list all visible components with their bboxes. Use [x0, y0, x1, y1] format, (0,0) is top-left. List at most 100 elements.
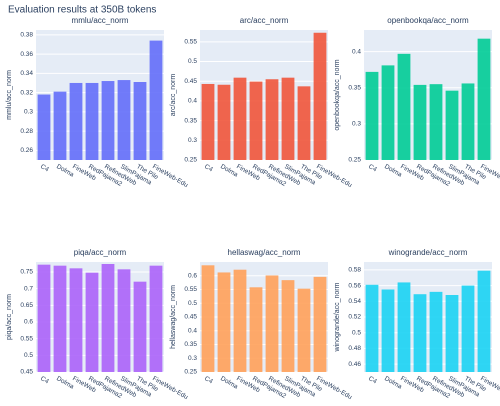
y-tick-label: 0.3 [24, 109, 33, 116]
bar [297, 86, 311, 160]
y-tick-label: 0.56 [348, 282, 361, 289]
bar [117, 269, 131, 372]
bar [477, 270, 491, 372]
page-title: Evaluation results at 350B tokens [8, 5, 156, 16]
bar [265, 275, 279, 372]
y-tick-label: 0.26 [20, 147, 33, 154]
y-tick-label: 0.38 [20, 32, 33, 39]
y-axis-title: mmlu/acc_norm [6, 70, 13, 120]
bar [429, 84, 443, 160]
bar [477, 38, 491, 160]
bar [461, 285, 475, 372]
bar [461, 83, 475, 160]
bar [413, 84, 427, 160]
bar [297, 288, 311, 372]
bar [397, 53, 411, 161]
bar [217, 84, 231, 160]
bar [233, 77, 247, 160]
y-tick-label: 0.3 [188, 137, 197, 144]
y-tick-label: 0.7 [24, 285, 33, 292]
bar [313, 276, 327, 372]
x-tick-label: C4 [367, 163, 378, 173]
subplot: piqa/acc_norm piqa/acc_norm 0.45 0.5 0.55 0.6… [6, 248, 189, 401]
bar [101, 264, 115, 372]
bar [281, 77, 295, 160]
subplot-title: winogrande/acc_norm [388, 248, 468, 257]
y-tick-label: 0.55 [184, 39, 197, 46]
bar [133, 82, 147, 160]
y-tick-label: 0.45 [184, 314, 197, 321]
y-tick-label: 0.4 [188, 98, 197, 105]
bar [233, 269, 247, 372]
x-tick-label: C4 [367, 375, 378, 385]
y-tick-label: 0.65 [20, 302, 33, 309]
y-tick-label: 0.28 [20, 128, 33, 135]
y-tick-label: 0.25 [184, 369, 197, 376]
y-tick-label: 0.55 [184, 286, 197, 293]
y-tick-label: 0.6 [24, 319, 33, 326]
y-tick-label: 0.6 [188, 272, 197, 279]
y-tick-label: 0.36 [20, 51, 33, 58]
y-tick-label: 0.5 [24, 352, 33, 359]
bar [445, 90, 459, 160]
bar [445, 295, 459, 372]
y-tick-label: 0.32 [20, 89, 33, 96]
y-tick-label: 0.4 [188, 327, 197, 334]
y-tick-label: 0.35 [184, 341, 197, 348]
subplot-title: mmlu/acc_norm [72, 16, 129, 25]
y-tick-label: 0.75 [20, 269, 33, 276]
y-tick-label: 0.25 [348, 157, 361, 164]
x-tick-label: C4 [39, 375, 50, 385]
x-tick-label: C4 [39, 163, 50, 173]
y-tick-label: 0.58 [348, 267, 361, 274]
bar [37, 264, 51, 372]
subplot: openbookqa/acc_norm openbookqa/acc_norm 0.… [334, 16, 500, 189]
subplot-title: openbookqa/acc_norm [387, 16, 469, 25]
y-tick-label: 0.55 [20, 335, 33, 342]
bar [217, 272, 231, 372]
y-axis-title: openbookqa/acc_norm [334, 59, 341, 130]
y-tick-label: 0.46 [348, 361, 361, 368]
bar [365, 71, 379, 160]
subplot: hellaswag/acc_norm hellaswag/acc_norm 0.25… [170, 248, 353, 401]
bar [37, 94, 51, 160]
bar [249, 287, 263, 372]
bar [53, 265, 67, 372]
subplot-title: piqa/acc_norm [74, 248, 127, 257]
bar [85, 82, 99, 160]
y-tick-label: 0.45 [20, 369, 33, 376]
y-tick-label: 0.54 [348, 298, 361, 305]
bar [201, 265, 215, 372]
bar [101, 81, 115, 160]
bar [53, 91, 67, 160]
bar [69, 268, 83, 372]
bar [429, 291, 443, 372]
y-axis-title: hellaswag/acc_norm [170, 285, 177, 349]
bar [201, 83, 215, 160]
y-axis-title: winogrande/acc_norm [334, 282, 341, 352]
subplot-title: hellaswag/acc_norm [228, 248, 301, 257]
subplot: arc/acc_norm arc/acc_norm 0.25 0.3 0.35 0.4 0.… [170, 16, 353, 189]
y-tick-label: 0.35 [184, 117, 197, 124]
y-tick-label: 0.5 [352, 329, 361, 336]
x-tick-label: C4 [203, 163, 214, 173]
y-tick-label: 0.25 [184, 157, 197, 164]
bar [397, 282, 411, 372]
bar [265, 79, 279, 160]
y-tick-label: 0.3 [188, 355, 197, 362]
bar [381, 289, 395, 372]
bar [249, 81, 263, 160]
y-tick-label: 0.4 [352, 48, 361, 55]
y-tick-label: 0.5 [188, 58, 197, 65]
y-axis-title: piqa/acc_norm [6, 294, 13, 340]
y-tick-label: 0.35 [348, 84, 361, 91]
bar [313, 32, 327, 160]
bar [69, 82, 83, 160]
y-axis-title: arc/acc_norm [170, 74, 177, 117]
bar [365, 284, 379, 372]
bar [413, 294, 427, 372]
bar [381, 65, 395, 160]
y-tick-label: 0.48 [348, 345, 361, 352]
y-tick-label: 0.52 [348, 314, 361, 321]
